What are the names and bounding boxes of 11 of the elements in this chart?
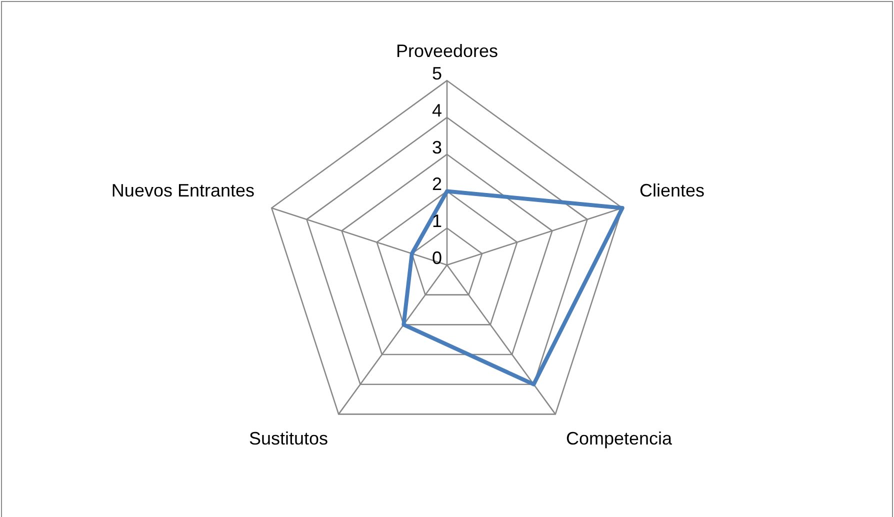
y-tick-label: 0 <box>432 248 442 268</box>
y-tick-label: 5 <box>432 64 442 84</box>
spoke-label: Proveedores <box>396 40 498 61</box>
y-tick-label: 4 <box>432 100 442 120</box>
y-tick-label: 3 <box>432 137 442 158</box>
spoke-label: Clientes <box>639 180 705 201</box>
spoke-label: Nuevos Entrantes <box>111 180 255 201</box>
spoke-label: Sustitutos <box>248 428 328 449</box>
y-tick-label: 2 <box>432 174 442 194</box>
y-tick-label: 1 <box>432 211 442 232</box>
spoke-label: Competencia <box>566 428 674 449</box>
